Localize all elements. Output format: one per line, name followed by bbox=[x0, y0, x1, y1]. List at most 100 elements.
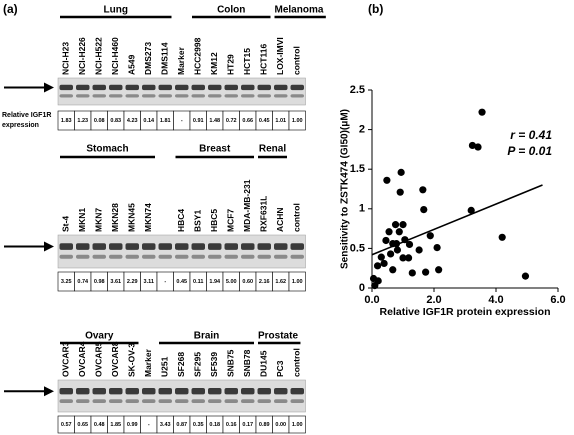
table-value: 0.87 bbox=[176, 422, 187, 428]
lane-label: OVCAR4 bbox=[77, 341, 87, 377]
point bbox=[404, 254, 413, 262]
band bbox=[241, 254, 255, 259]
table-value: - bbox=[164, 279, 166, 285]
table-value: 0.83 bbox=[110, 118, 121, 124]
table-cell bbox=[288, 415, 306, 434]
lane-label: OVCAR3 bbox=[61, 341, 71, 377]
table-value: 0.89 bbox=[259, 422, 270, 428]
band bbox=[257, 243, 271, 250]
band bbox=[109, 399, 123, 404]
lane-label: KM12 bbox=[209, 52, 219, 75]
lane-label: St-4 bbox=[61, 216, 71, 232]
point bbox=[395, 228, 403, 236]
band bbox=[175, 254, 189, 259]
table-value: 1.01 bbox=[275, 118, 286, 124]
band bbox=[92, 243, 106, 250]
table-value: 0.91 bbox=[193, 118, 204, 124]
band bbox=[175, 243, 189, 250]
table-value: - bbox=[181, 118, 183, 124]
lane-label: MKN45 bbox=[127, 203, 137, 232]
point bbox=[399, 221, 407, 229]
band bbox=[92, 84, 106, 91]
table-value: 0.11 bbox=[193, 279, 203, 285]
band bbox=[241, 243, 255, 250]
table-value: 0.48 bbox=[94, 422, 105, 428]
point bbox=[468, 141, 477, 150]
point bbox=[385, 228, 393, 236]
band bbox=[241, 388, 255, 395]
table-value: 0.72 bbox=[226, 118, 237, 124]
band bbox=[109, 243, 123, 250]
band bbox=[274, 399, 288, 404]
band bbox=[274, 254, 288, 259]
table-value: 0.16 bbox=[226, 422, 237, 428]
band bbox=[76, 388, 90, 395]
y-tick-label: 0 bbox=[359, 282, 365, 294]
lane-label: SNB78 bbox=[242, 349, 252, 377]
lane-label: NCI-H226 bbox=[77, 37, 87, 75]
band bbox=[142, 399, 156, 404]
lane-label: U251 bbox=[160, 356, 170, 377]
group-label: Renal bbox=[259, 144, 286, 155]
blot bbox=[57, 234, 306, 269]
table-value: 1.00 bbox=[292, 422, 303, 428]
annotation: r = 0.41 bbox=[510, 128, 552, 142]
point bbox=[397, 168, 405, 176]
lane-label: MKN1 bbox=[77, 208, 87, 232]
x-tick-label: 0.0 bbox=[364, 294, 379, 306]
point bbox=[408, 269, 416, 277]
point bbox=[419, 186, 427, 194]
table-value: 0.74 bbox=[77, 279, 89, 285]
group-label: Breast bbox=[199, 144, 231, 155]
lane-label: DMS114 bbox=[160, 42, 170, 75]
band bbox=[191, 388, 205, 395]
point bbox=[433, 244, 441, 252]
band bbox=[208, 388, 222, 395]
point bbox=[435, 266, 443, 274]
band bbox=[142, 388, 156, 395]
band bbox=[241, 84, 255, 91]
point bbox=[387, 250, 395, 258]
band bbox=[125, 399, 139, 404]
point bbox=[371, 282, 379, 290]
table-value: 3.43 bbox=[160, 422, 171, 428]
point bbox=[420, 205, 428, 214]
table-value: 0.45 bbox=[259, 118, 270, 124]
x-axis-label: Relative IGF1R protein expression bbox=[380, 306, 551, 318]
table-value: 1.83 bbox=[61, 118, 72, 124]
table-value: 0.35 bbox=[193, 422, 204, 428]
y-tick-label: 2.5 bbox=[350, 84, 365, 96]
table-value: 0.14 bbox=[143, 118, 155, 124]
band bbox=[158, 254, 172, 259]
point bbox=[380, 259, 388, 268]
band bbox=[274, 243, 288, 250]
lane-label: A549 bbox=[127, 54, 137, 75]
table-value: 1.23 bbox=[77, 118, 88, 124]
lane-label: SK-OV-3 bbox=[127, 343, 137, 377]
band bbox=[175, 84, 189, 91]
table-value: 1.94 bbox=[209, 279, 221, 285]
point bbox=[426, 232, 434, 240]
point bbox=[383, 176, 391, 184]
point bbox=[382, 236, 390, 245]
table-value: 0.00 bbox=[275, 422, 286, 428]
band bbox=[175, 399, 189, 404]
table-cell bbox=[288, 110, 306, 131]
band bbox=[257, 399, 271, 404]
band bbox=[191, 94, 205, 98]
y-axis-label: Sensitivity to ZSTK474 (GI50)(μM) bbox=[340, 109, 351, 269]
lane-label: MDA-MB-231 bbox=[242, 179, 252, 232]
blot bbox=[57, 77, 306, 106]
band bbox=[158, 388, 172, 395]
point bbox=[393, 246, 402, 254]
arrow-head bbox=[44, 82, 54, 93]
lane-label: MKN74 bbox=[143, 203, 153, 232]
annotation: P = 0.01 bbox=[507, 144, 552, 158]
table-value: 0.57 bbox=[61, 422, 72, 428]
lane-label: MKN28 bbox=[110, 203, 120, 232]
x-tick-label: 4.0 bbox=[488, 294, 503, 306]
table-value: 3.11 bbox=[144, 279, 154, 285]
x-tick-label: 6.0 bbox=[550, 294, 565, 306]
lane-label: Marker bbox=[143, 348, 153, 377]
table-value: 0.99 bbox=[127, 422, 138, 428]
